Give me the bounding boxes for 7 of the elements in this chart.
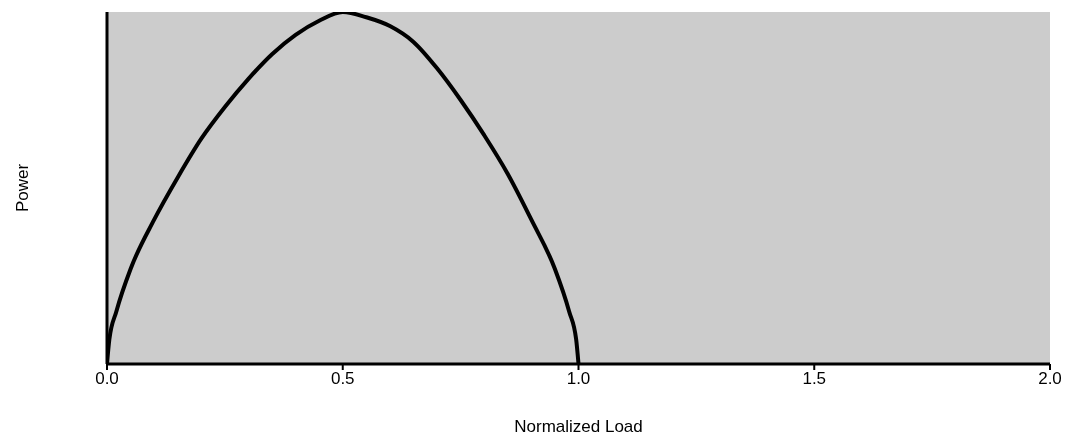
- x-tick-label: 0.5: [330, 369, 355, 389]
- y-axis-title: Power: [13, 163, 33, 213]
- x-tick-label: 2.0: [1038, 369, 1062, 389]
- x-tick-label: 0.0: [95, 369, 119, 389]
- x-axis-title: Normalized Load: [514, 417, 643, 436]
- x-tick-label: 1.5: [802, 369, 827, 389]
- x-tick-label: 1.0: [566, 369, 591, 389]
